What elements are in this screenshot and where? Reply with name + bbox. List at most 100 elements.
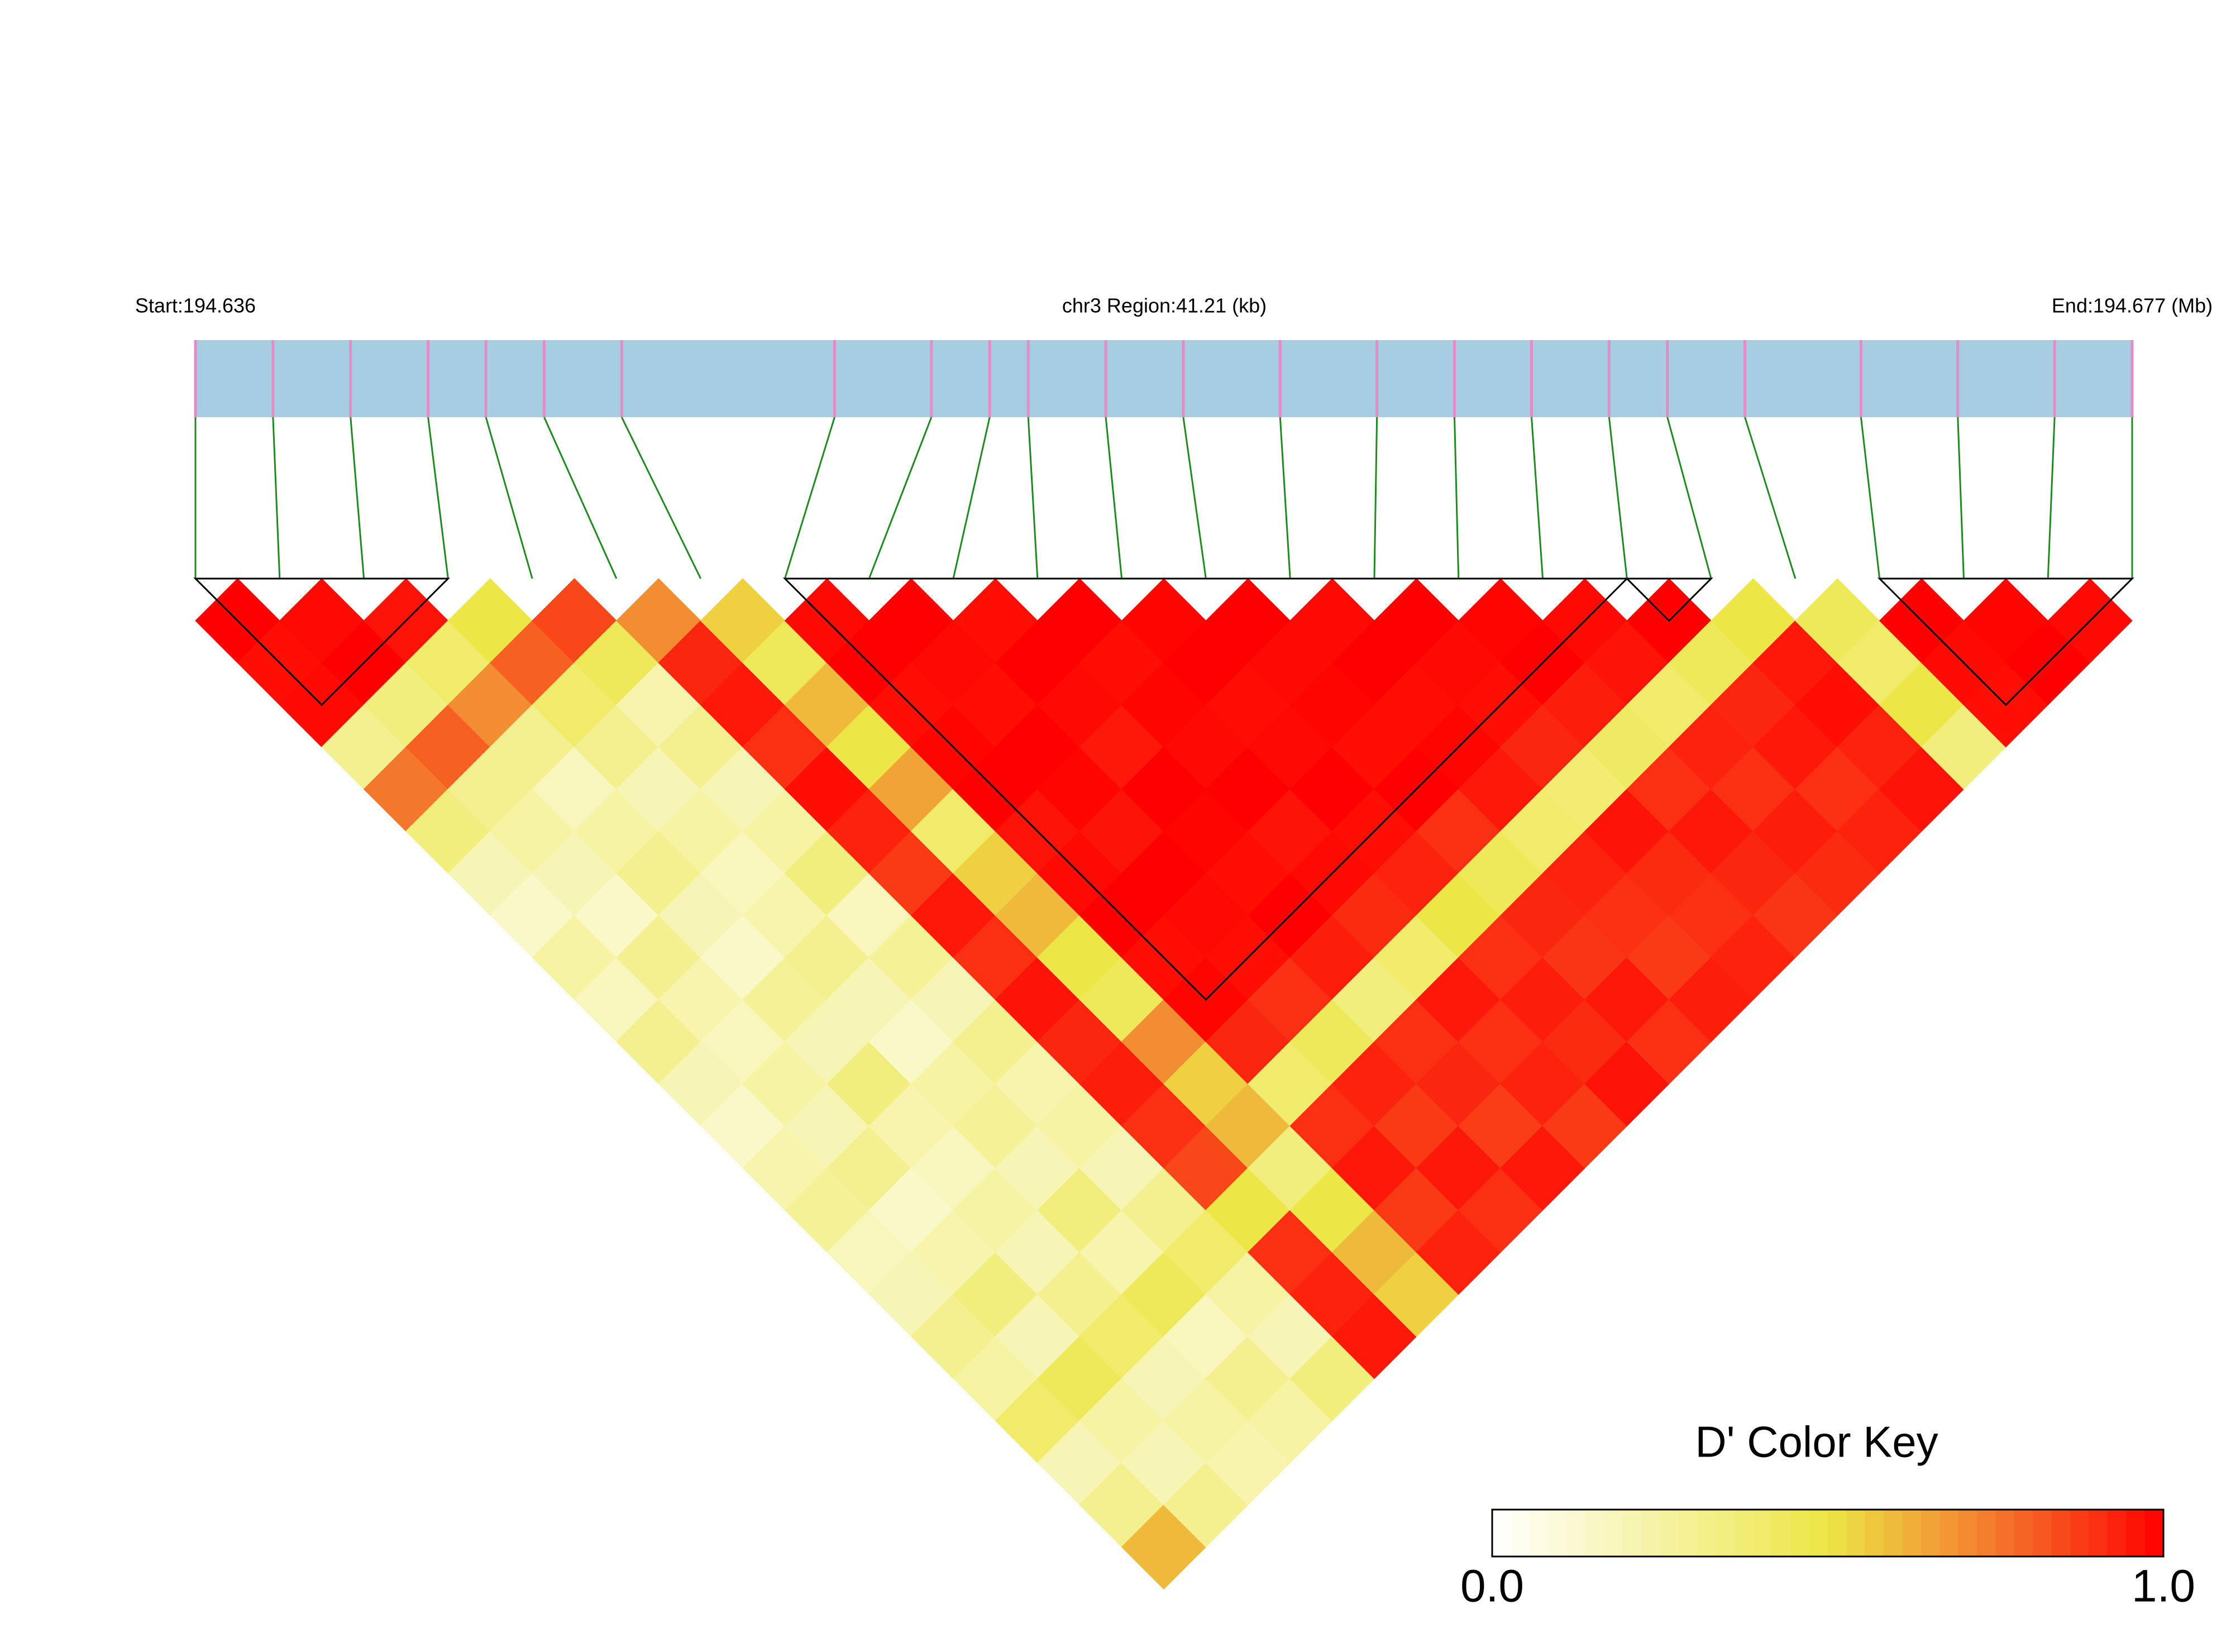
key-swatch — [1995, 1510, 2015, 1556]
key-swatch — [1641, 1510, 1661, 1556]
snp-connector — [543, 417, 618, 579]
start-label: Start:194.636 — [135, 294, 256, 317]
key-swatch — [1660, 1510, 1679, 1556]
snp-connector — [427, 417, 449, 579]
key-swatch — [2144, 1510, 2164, 1556]
snp-connector — [1105, 417, 1123, 579]
snp-connector — [1027, 417, 1039, 579]
ld-cell — [1500, 1125, 1585, 1211]
key-swatch — [1678, 1510, 1698, 1556]
key-swatch — [1585, 1510, 1605, 1556]
snp-connector — [1182, 417, 1207, 579]
key-swatch — [1828, 1510, 1847, 1556]
key-swatch — [1771, 1510, 1792, 1556]
key-swatch — [2033, 1510, 2052, 1556]
ld-cell — [1711, 915, 1796, 1000]
key-title: D' Color Key — [1695, 1417, 1938, 1467]
key-swatch — [1604, 1510, 1623, 1556]
ld-cell — [1079, 704, 1164, 790]
ld-cell — [1458, 915, 1544, 1000]
snp-connector — [1279, 417, 1291, 579]
key-swatch — [1492, 1510, 1512, 1556]
snp-connector — [1666, 417, 1712, 579]
key-frame — [1491, 1508, 2165, 1558]
key-swatch — [1977, 1510, 1996, 1556]
ld-cell — [1500, 704, 1585, 790]
key-swatch — [1548, 1510, 1568, 1556]
key-tick-label: 1.0 — [2132, 1561, 2195, 1612]
ld-cell — [532, 746, 617, 832]
key-swatch — [2107, 1510, 2127, 1556]
ld-cell — [489, 704, 575, 790]
ld-cell — [742, 1125, 828, 1211]
snp-connector — [2047, 417, 2056, 579]
snp-connector — [350, 417, 365, 579]
key-tick-label: 0.0 — [1460, 1561, 1524, 1612]
key-swatch — [1939, 1510, 1959, 1556]
haplotype-block — [782, 577, 1629, 1001]
key-swatch — [1809, 1510, 1828, 1556]
ld-cell — [742, 704, 828, 790]
ld-cell — [1626, 746, 1712, 832]
snp-connector — [784, 417, 835, 579]
snp-connector — [1453, 417, 1460, 579]
key-swatch — [1566, 1510, 1586, 1556]
key-swatch — [1902, 1510, 1922, 1556]
key-swatch — [2070, 1510, 2090, 1556]
snp-connector — [272, 417, 281, 579]
ld-cell — [1458, 746, 1544, 832]
snp-connector — [1531, 417, 1544, 579]
snp-connector — [1608, 417, 1628, 579]
ld-cell — [1247, 704, 1333, 790]
key-swatch — [1622, 1510, 1642, 1556]
ld-cell — [321, 704, 407, 790]
ld-cell — [1879, 746, 1965, 832]
ld-cell — [1289, 915, 1375, 1000]
key-swatch — [1716, 1510, 1736, 1556]
key-swatch — [2126, 1510, 2146, 1556]
ld-cell — [1289, 746, 1375, 832]
key-swatch — [1884, 1510, 1903, 1556]
ld-cell — [700, 915, 786, 1000]
ld-cell — [910, 1125, 996, 1211]
ld-cell — [1711, 746, 1796, 832]
key-swatch — [1511, 1510, 1530, 1556]
ld-cell — [447, 746, 533, 832]
snp-connector — [1957, 417, 1965, 579]
key-swatch — [2014, 1510, 2034, 1556]
ld-cell — [784, 746, 870, 832]
region-label: chr3 Region:41.21 (kb) — [1062, 294, 1267, 317]
ld-cell — [1626, 915, 1712, 1000]
key-swatch — [1921, 1510, 1941, 1556]
snp-connector — [1373, 417, 1378, 579]
snp-connector — [620, 417, 702, 579]
key-swatch — [2051, 1510, 2071, 1556]
key-swatch — [2089, 1510, 2108, 1556]
key-swatch — [1846, 1510, 1866, 1556]
snp-connector — [868, 417, 933, 579]
snp-connector — [1860, 417, 1881, 579]
end-label: End:194.677 (Mb) — [2052, 294, 2213, 317]
ld-cell — [363, 746, 449, 832]
key-swatch — [1865, 1510, 1885, 1556]
key-swatch — [1958, 1510, 1978, 1556]
snp-connector — [485, 417, 533, 579]
key-swatch — [1790, 1510, 1810, 1556]
haplotype-block — [1878, 577, 2134, 706]
ld-cell — [532, 915, 617, 1000]
snp-connector — [952, 417, 991, 579]
ld-cell — [405, 704, 491, 790]
key-swatch — [1753, 1510, 1773, 1556]
ld-cell — [953, 915, 1038, 1000]
key-swatch — [1529, 1510, 1549, 1556]
haplotype-block — [193, 577, 450, 706]
genome-bar — [195, 340, 2132, 417]
ld-cell — [1668, 704, 1754, 790]
ld-cell — [700, 746, 786, 832]
key-swatch — [1735, 1510, 1754, 1556]
ld-cell — [784, 915, 870, 1000]
haplotype-block — [1625, 577, 1713, 622]
ld-cell — [1837, 704, 1922, 790]
